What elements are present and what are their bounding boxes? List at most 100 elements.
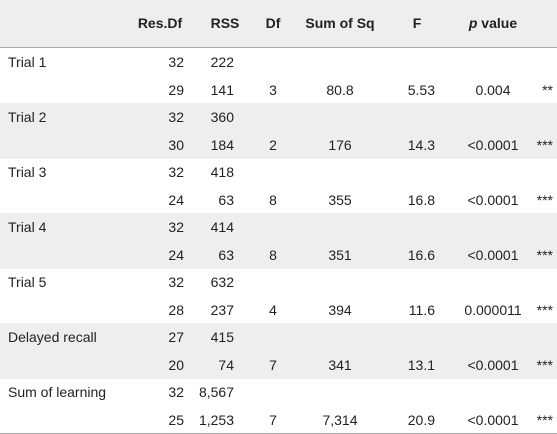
cell-f xyxy=(392,103,435,131)
cell-pvalue: <0.0001 xyxy=(467,136,519,153)
cell-significance xyxy=(520,158,553,186)
cell-significance: *** xyxy=(536,136,553,153)
header-df: Df xyxy=(265,15,281,31)
cell-sumsq: 176 xyxy=(328,136,352,153)
table-row: Delayed recall 27 415 xyxy=(0,323,557,351)
header-resdf: Res.Df xyxy=(137,15,183,31)
cell-rss: 1,253 xyxy=(198,411,234,428)
cell-sumsq: 394 xyxy=(328,301,352,318)
cell-sumsq xyxy=(290,268,390,296)
cell-rss: 632 xyxy=(210,274,234,290)
cell-label xyxy=(8,186,128,214)
cell-resdf: 25 xyxy=(168,411,184,428)
cell-f xyxy=(392,213,435,241)
cell-sumsq xyxy=(290,323,390,351)
cell-f: 14.3 xyxy=(407,136,435,153)
header-row: Res.Df RSS Df Sum of Sq F p value xyxy=(0,0,557,47)
table-row: 25 1,253 7 7,314 20.9 <0.0001 *** xyxy=(0,406,557,434)
cell-resdf: 20 xyxy=(168,356,184,373)
cell-label xyxy=(8,76,128,104)
cell-f: 16.8 xyxy=(407,191,435,208)
table-row: Trial 1 32 222 xyxy=(0,48,557,76)
table-row: 24 63 8 351 16.6 <0.0001 *** xyxy=(0,240,557,269)
cell-resdf: 32 xyxy=(168,219,184,235)
table-row: Trial 3 32 418 xyxy=(0,158,557,186)
cell-significance: *** xyxy=(536,246,553,263)
cell-rss: 415 xyxy=(210,329,234,345)
cell-resdf: 29 xyxy=(168,81,184,98)
cell-resdf: 27 xyxy=(168,329,184,345)
cell-pvalue: 0.000011 xyxy=(464,301,522,318)
cell-df: 4 xyxy=(269,301,277,318)
cell-pvalue: <0.0001 xyxy=(467,246,519,263)
cell-pvalue: 0.004 xyxy=(475,81,511,98)
cell-sumsq xyxy=(290,48,390,76)
cell-label: Trial 4 xyxy=(8,219,47,235)
cell-sumsq xyxy=(290,158,390,186)
cell-pvalue: <0.0001 xyxy=(467,411,519,428)
cell-significance: *** xyxy=(536,301,553,318)
cell-df xyxy=(258,268,288,296)
cell-df xyxy=(258,103,288,131)
cell-resdf: 32 xyxy=(168,109,184,125)
cell-label: Trial 5 xyxy=(8,274,47,290)
table-row: 29 141 3 80.8 5.53 0.004 ** xyxy=(0,76,557,104)
cell-df xyxy=(258,48,288,76)
cell-rss: 360 xyxy=(210,109,234,125)
cell-pvalue: <0.0001 xyxy=(467,191,519,208)
header-pvalue: p value xyxy=(448,0,538,47)
cell-f: 11.6 xyxy=(408,301,435,318)
cell-significance xyxy=(520,103,553,131)
header-p-rest: value xyxy=(477,15,518,31)
cell-sumsq: 351 xyxy=(328,246,352,263)
cell-pvalue: <0.0001 xyxy=(467,356,519,373)
cell-f xyxy=(392,158,435,186)
cell-significance xyxy=(520,323,553,351)
cell-df xyxy=(258,378,288,406)
cell-significance xyxy=(520,48,553,76)
cell-f: 16.6 xyxy=(407,246,435,263)
cell-sumsq: 7,314 xyxy=(322,411,358,428)
cell-resdf: 32 xyxy=(168,54,184,70)
cell-label xyxy=(8,296,128,324)
cell-significance xyxy=(520,268,553,296)
table-row: Trial 5 32 632 xyxy=(0,268,557,296)
cell-label: Trial 2 xyxy=(8,109,47,125)
table-row: Trial 2 32 360 xyxy=(0,103,557,131)
cell-df: 3 xyxy=(269,81,277,98)
header-rule xyxy=(0,47,557,48)
cell-rss: 74 xyxy=(218,356,234,373)
table-row: 24 63 8 355 16.8 <0.0001 *** xyxy=(0,186,557,214)
cell-label xyxy=(8,351,128,379)
cell-sumsq: 355 xyxy=(328,191,352,208)
cell-rss: 8,567 xyxy=(198,384,234,400)
cell-df: 2 xyxy=(269,136,277,153)
cell-significance: ** xyxy=(542,81,553,98)
cell-label: Trial 3 xyxy=(8,164,47,180)
cell-resdf: 24 xyxy=(168,246,184,263)
cell-sumsq xyxy=(290,103,390,131)
cell-f xyxy=(392,268,435,296)
cell-sumsq xyxy=(290,213,390,241)
cell-rss: 414 xyxy=(210,219,234,235)
cell-resdf: 32 xyxy=(168,274,184,290)
cell-f: 20.9 xyxy=(407,411,435,428)
cell-df xyxy=(258,158,288,186)
cell-label: Delayed recall xyxy=(8,329,97,345)
header-sumsq: Sum of Sq xyxy=(305,15,375,31)
cell-label: Trial 1 xyxy=(8,54,47,70)
table-row: 28 237 4 394 11.6 0.000011 *** xyxy=(0,296,557,324)
cell-resdf: 28 xyxy=(168,301,184,318)
cell-resdf: 32 xyxy=(168,164,184,180)
cell-label xyxy=(8,241,128,269)
cell-rss: 222 xyxy=(210,54,234,70)
cell-sumsq: 80.8 xyxy=(326,81,354,98)
cell-resdf: 30 xyxy=(168,136,184,153)
cell-rss: 418 xyxy=(210,164,234,180)
cell-rss: 63 xyxy=(218,246,234,263)
cell-significance: *** xyxy=(536,191,553,208)
cell-df: 8 xyxy=(269,191,277,208)
cell-df: 7 xyxy=(269,411,277,428)
cell-significance: *** xyxy=(536,356,553,373)
